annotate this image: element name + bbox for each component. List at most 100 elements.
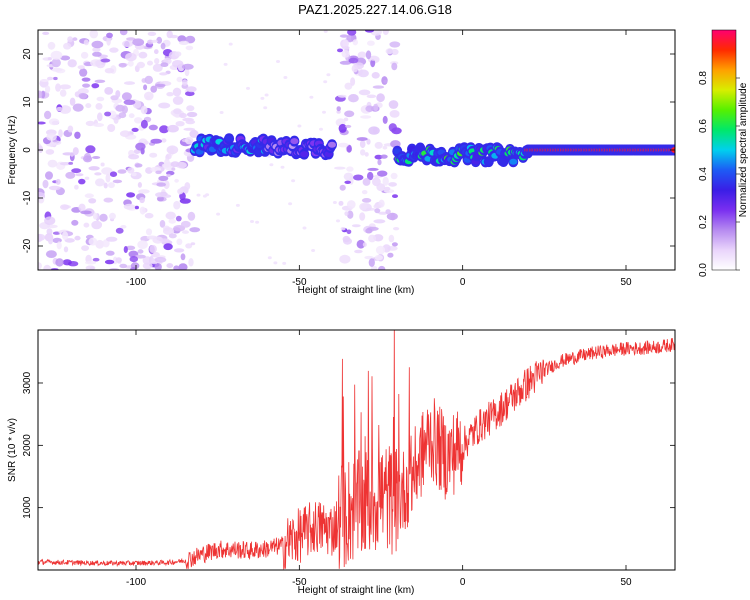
noise-blob bbox=[263, 106, 268, 110]
noise-blob bbox=[158, 175, 169, 181]
noise-blob bbox=[134, 163, 143, 168]
noise-blob bbox=[160, 62, 169, 67]
noise-blob bbox=[64, 238, 75, 243]
noise-blob bbox=[387, 252, 394, 258]
noise-blob bbox=[67, 36, 73, 43]
noise-blob bbox=[123, 246, 128, 253]
noise-blob bbox=[336, 106, 341, 112]
noise-blob bbox=[255, 220, 260, 224]
noise-blob bbox=[385, 48, 394, 55]
noise-blob bbox=[182, 230, 189, 234]
noise-blob bbox=[367, 167, 379, 171]
noise-blob bbox=[246, 86, 250, 90]
noise-blob bbox=[326, 73, 331, 77]
snr-x-tick-label: -100 bbox=[126, 577, 146, 588]
noise-blob bbox=[44, 216, 56, 225]
noise-blob bbox=[55, 83, 61, 92]
noise-blob bbox=[84, 176, 90, 180]
noise-blob bbox=[74, 235, 81, 241]
noise-blob bbox=[74, 131, 81, 139]
noise-blob bbox=[145, 228, 153, 236]
noise-blob bbox=[181, 63, 194, 70]
noise-blob bbox=[176, 76, 183, 83]
noise-blob bbox=[95, 103, 103, 110]
noise-blob bbox=[172, 60, 184, 68]
spectrogram-y-tick-label: 10 bbox=[22, 96, 33, 108]
noise-blob bbox=[360, 115, 372, 119]
noise-blob bbox=[182, 79, 188, 86]
noise-blob bbox=[109, 47, 119, 53]
noise-blob bbox=[361, 198, 372, 203]
noise-blob bbox=[344, 211, 349, 217]
noise-blob bbox=[388, 100, 399, 109]
noise-blob bbox=[159, 238, 170, 242]
noise-blob bbox=[94, 79, 106, 84]
noise-blob bbox=[179, 112, 187, 119]
noise-blob bbox=[69, 97, 76, 106]
noise-blob bbox=[150, 85, 157, 93]
noise-blob bbox=[366, 94, 377, 99]
noise-blob bbox=[297, 124, 302, 128]
noise-blob bbox=[168, 218, 177, 224]
noise-blob bbox=[340, 227, 346, 231]
noise-blob bbox=[166, 173, 171, 178]
noise-blob bbox=[178, 40, 189, 46]
noise-blob bbox=[354, 249, 363, 254]
noise-blob bbox=[185, 35, 196, 44]
noise-blob bbox=[346, 34, 354, 43]
noise-blob bbox=[374, 141, 383, 149]
noise-blob bbox=[139, 196, 145, 204]
noise-blob bbox=[67, 59, 77, 68]
noise-blob bbox=[81, 77, 91, 82]
colorbar-tick-label: 0.4 bbox=[698, 167, 709, 181]
noise-blob bbox=[188, 258, 194, 267]
noise-blob bbox=[185, 119, 196, 125]
noise-blob bbox=[378, 265, 386, 270]
noise-blob bbox=[392, 194, 398, 199]
noise-blob bbox=[155, 192, 166, 198]
noise-blob bbox=[369, 57, 378, 61]
noise-blob bbox=[185, 91, 195, 97]
noise-blob bbox=[370, 59, 376, 68]
noise-blob bbox=[38, 233, 43, 243]
noise-blob bbox=[62, 259, 72, 266]
noise-blob bbox=[359, 203, 368, 211]
noise-blob bbox=[173, 108, 182, 115]
snr-frame bbox=[37, 329, 676, 571]
noise-blob bbox=[85, 265, 96, 270]
noise-blob bbox=[118, 63, 127, 68]
noise-blob bbox=[60, 204, 70, 211]
noise-blob bbox=[385, 209, 391, 215]
noise-blob bbox=[100, 162, 105, 167]
spectrogram-y-label: Frequency (Hz) bbox=[7, 116, 18, 185]
noise-blob bbox=[81, 245, 90, 252]
noise-blob bbox=[163, 243, 173, 251]
noise-blob bbox=[159, 125, 169, 134]
noise-blob bbox=[101, 167, 113, 175]
noise-blob bbox=[348, 94, 359, 103]
noise-blob bbox=[338, 94, 347, 98]
noise-blob bbox=[160, 42, 166, 50]
noise-blob bbox=[165, 153, 172, 160]
noise-blob bbox=[350, 77, 356, 86]
noise-blob bbox=[104, 259, 115, 265]
noise-blob bbox=[382, 115, 388, 124]
noise-blob bbox=[388, 234, 395, 243]
snr-y-label: SNR (10 * v/v) bbox=[7, 418, 18, 482]
noise-blob bbox=[83, 39, 89, 46]
noise-blob bbox=[291, 179, 296, 183]
noise-blob bbox=[152, 236, 164, 244]
noise-blob bbox=[174, 178, 179, 183]
noise-blob bbox=[184, 68, 190, 77]
noise-blob bbox=[375, 245, 386, 255]
noise-blob bbox=[123, 99, 136, 106]
noise-blob bbox=[280, 165, 285, 169]
noise-blob bbox=[91, 220, 103, 230]
snr-background bbox=[38, 330, 675, 570]
noise-blob bbox=[85, 145, 96, 154]
noise-blob bbox=[337, 48, 343, 53]
noise-blob bbox=[190, 242, 196, 246]
noise-blob bbox=[40, 79, 50, 82]
noise-blob bbox=[186, 86, 197, 93]
